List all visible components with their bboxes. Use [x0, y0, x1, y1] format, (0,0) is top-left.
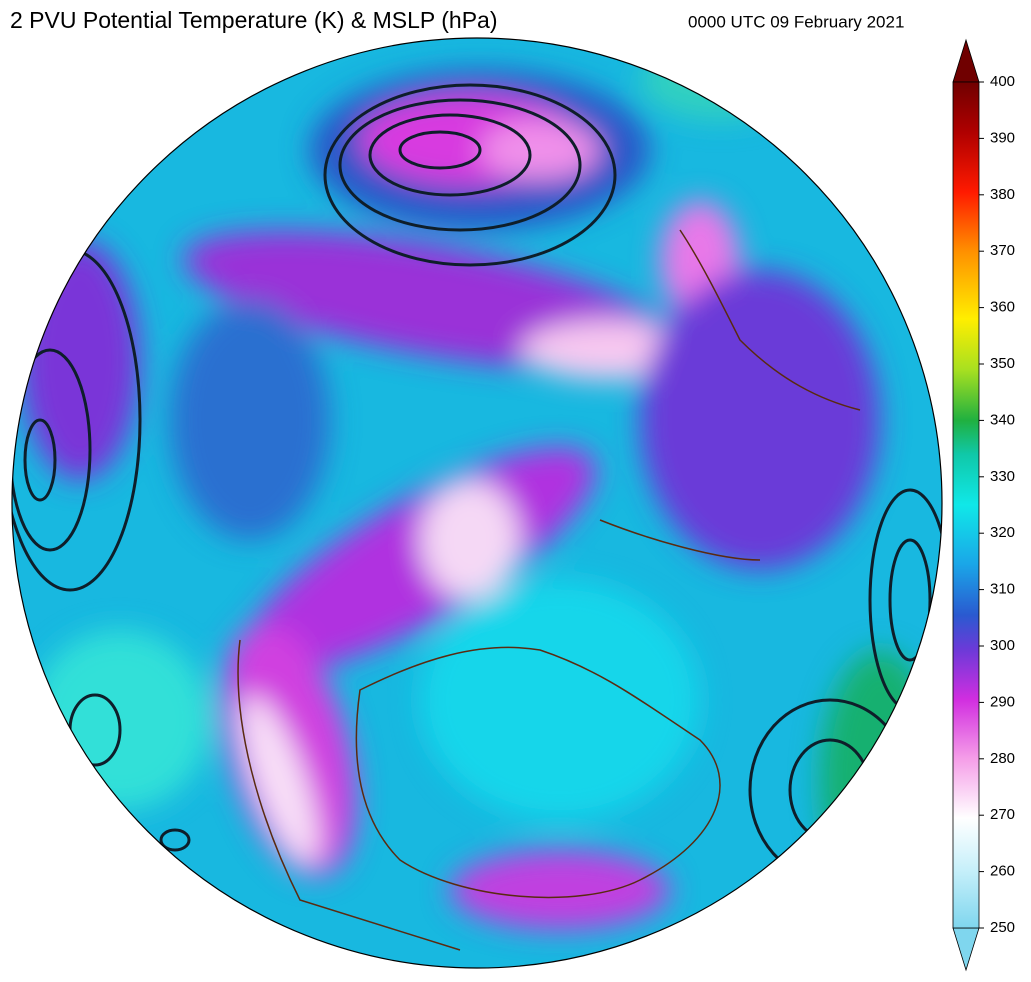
colorbar-tick-label: 370: [990, 242, 1015, 259]
colorbar-tick-label: 350: [990, 355, 1015, 372]
colorbar-body: [952, 81, 980, 929]
valid-time: 0000 UTC 09 February 2021: [688, 12, 904, 31]
colorbar-tick-label: 280: [990, 750, 1015, 767]
colorbar-tick-label: 320: [990, 524, 1015, 541]
colorbar-tick-label: 260: [990, 863, 1015, 880]
colorbar-tick-label: 290: [990, 693, 1015, 710]
globe-outline: [11, 37, 943, 969]
colorbar: 250 260 270 280 290 300 310 320 330 340 350 360 370 3…: [952, 38, 1015, 972]
coastlines: [237, 229, 861, 951]
colorbar-tick-label: 360: [990, 299, 1015, 316]
colorbar-extend-min: [952, 927, 980, 972]
globe: [12, 38, 942, 968]
colorbar-tick-label: 400: [990, 73, 1015, 90]
colorbar-tick-label: 340: [990, 411, 1015, 428]
colorbar-extend-max: [952, 38, 980, 83]
colorbar-tick-label: 300: [990, 637, 1015, 654]
colorbar-tick-label: 330: [990, 468, 1015, 485]
map-title: 2 PVU Potential Temperature (K) & MSLP (…: [10, 7, 497, 33]
colorbar-tick-label: 250: [990, 919, 1015, 936]
colorbar-tick-label: 310: [990, 581, 1015, 598]
colorbar-tick-label: 380: [990, 186, 1015, 203]
colorbar-tick-label: 390: [990, 129, 1015, 146]
colorbar-tick-label: 270: [990, 806, 1015, 823]
